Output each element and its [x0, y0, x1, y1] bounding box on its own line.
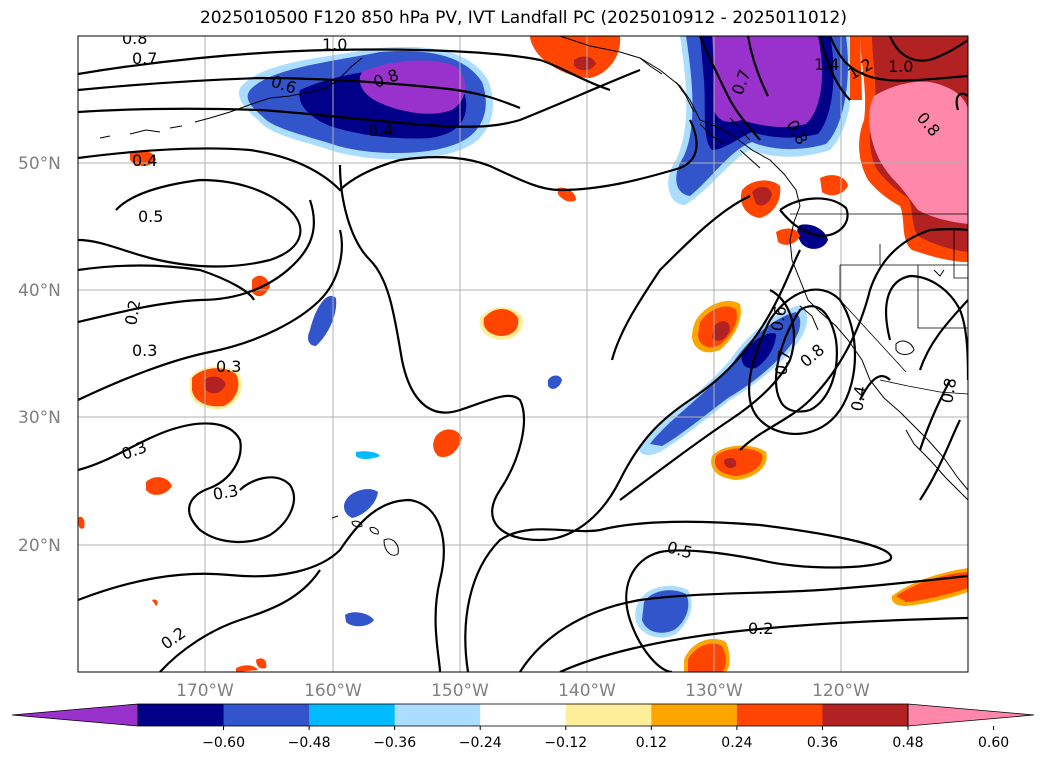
contour-label: 1.4 [814, 55, 839, 74]
lon-label: 160°W [304, 681, 362, 701]
pv-contours [78, 36, 968, 672]
contour-label: 0.3 [216, 357, 241, 376]
colorbar-tick-label: −0.24 [459, 735, 502, 751]
contour-label: 0.4 [847, 384, 870, 412]
contour-label: 0.2 [748, 619, 773, 638]
contour-label: 0.4 [368, 121, 393, 140]
contour-label: 0.5 [138, 207, 163, 226]
contour-label: 0.2 [121, 298, 144, 326]
lat-label: 20°N [18, 536, 61, 556]
longitude-labels: 170°W 160°W 150°W 140°W 130°W 120°W [176, 681, 870, 701]
colorbar-tick-label: −0.60 [202, 735, 245, 751]
colorbar-segment [822, 704, 909, 726]
lon-label: 130°W [685, 681, 743, 701]
colorbar-tick-label: 0.12 [636, 735, 667, 751]
contour-label: 0.4 [132, 151, 157, 170]
colorbar-tick-label: −0.48 [288, 735, 331, 751]
colorbar-segment [736, 704, 823, 726]
contour-label: 1.0 [322, 35, 347, 54]
colorbar: −0.60 −0.48 −0.36 −0.24 −0.12 0.12 0.24 0.36 0.4… [11, 703, 1035, 751]
hawaiian-islands [331, 515, 399, 556]
colorbar-frame [137, 703, 909, 727]
latitude-labels: 50°N 40°N 30°N 20°N [18, 154, 61, 556]
state-borders [790, 213, 968, 395]
contour-label: 0.3 [211, 481, 239, 504]
colorbar-tick-label: 0.60 [978, 735, 1009, 751]
colorbar-tick-label: 0.24 [721, 735, 752, 751]
contour-label: 0.3 [132, 341, 157, 360]
contour-label: 1.0 [888, 57, 913, 76]
lon-label: 140°W [558, 681, 616, 701]
colorbar-tick-label: −0.36 [373, 735, 416, 751]
contour-label: 0.6 [767, 304, 790, 332]
lat-label: 50°N [18, 154, 61, 174]
colorbar-segment [480, 704, 567, 726]
colorbar-segment [394, 704, 481, 726]
colorbar-tick-label: 0.36 [807, 735, 838, 751]
map-frame [77, 35, 969, 673]
colorbar-segment [309, 704, 396, 726]
alaska-panhandle-coast [639, 57, 761, 169]
colorbar-extend-max [907, 703, 1035, 727]
lat-label: 40°N [18, 281, 61, 301]
colorbar-tick-label: 0.48 [892, 735, 923, 751]
colorbar-segment [138, 704, 225, 726]
lon-label: 120°W [812, 681, 870, 701]
lat-label: 30°N [18, 408, 61, 428]
colorbar-segment [651, 704, 738, 726]
contour-label: 0.7 [771, 348, 794, 376]
map-panel: 0.8 0.7 1.0 0.6 0.8 0.4 0.4 0.5 0.2 0.3 … [78, 29, 968, 672]
colorbar-tick-label: −0.12 [544, 735, 587, 751]
contour-label: 0.8 [122, 29, 147, 48]
colorbar-segment [223, 704, 310, 726]
lon-label: 170°W [176, 681, 234, 701]
contour-label: 0.7 [132, 49, 157, 68]
figure-title: 2025010500 F120 850 hPa PV, IVT Landfall… [199, 8, 847, 28]
lon-label: 150°W [431, 681, 489, 701]
colorbar-extend-min [11, 703, 139, 727]
colorbar-segment [565, 704, 652, 726]
contour-label: 0.8 [937, 376, 960, 404]
